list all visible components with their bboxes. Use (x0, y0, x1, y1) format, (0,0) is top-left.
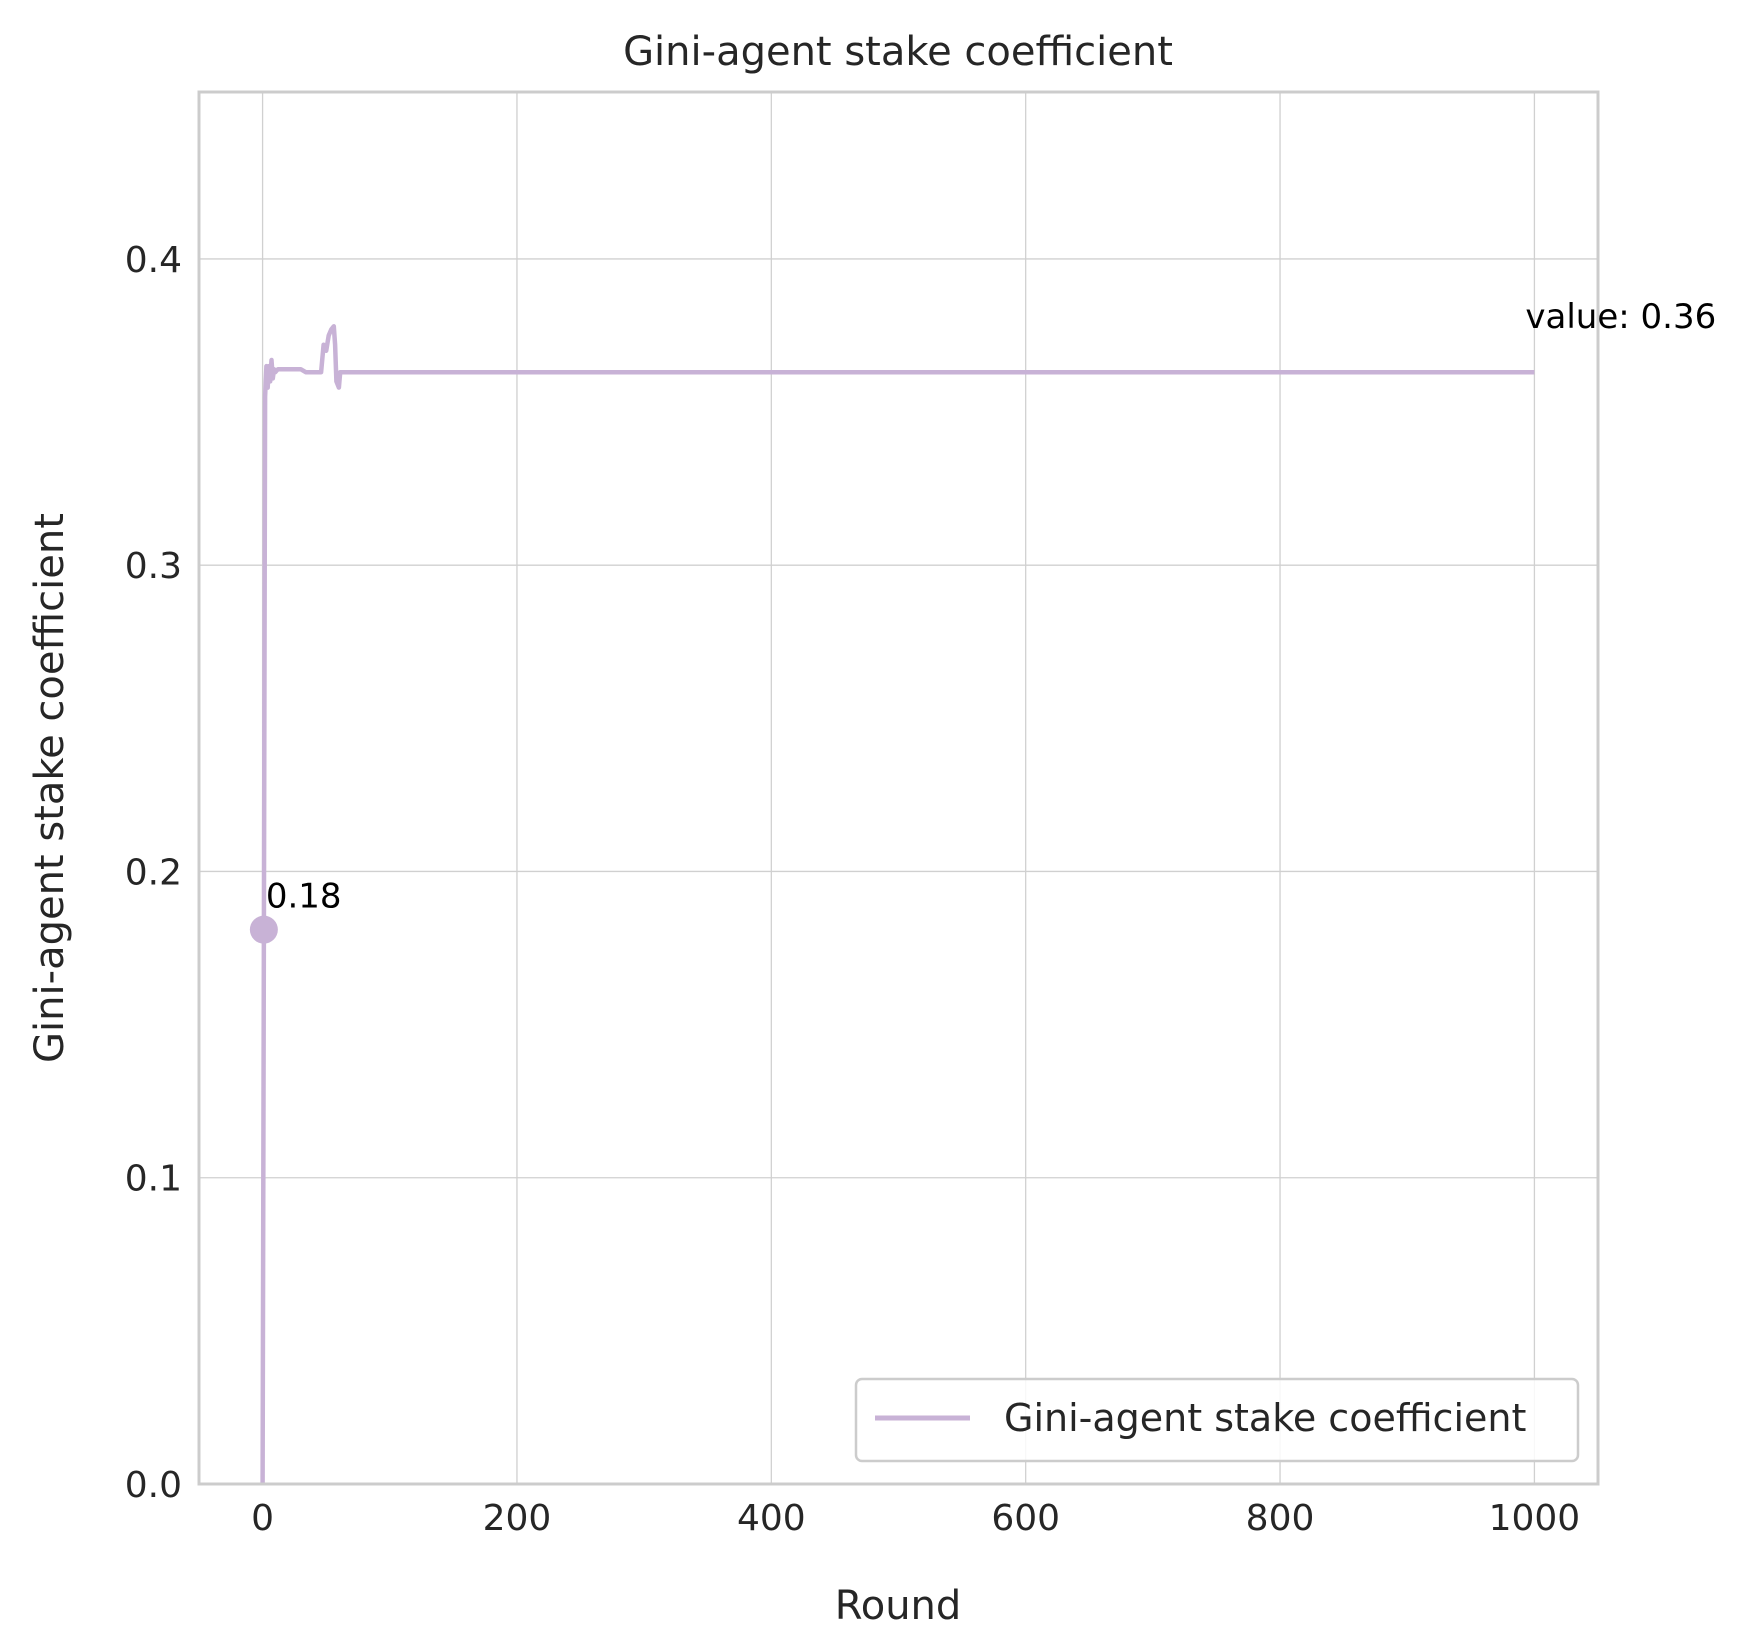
tick-layer: 0 200 400 600 800 1000 0.0 0.1 0.2 0.3 0.4 (125, 240, 1580, 1539)
x-tick-label: 800 (1246, 1498, 1315, 1539)
series-layer (260, 324, 1535, 1485)
legend: Gini-agent stake coefficient (854, 1377, 1580, 1463)
plot-frame (197, 90, 1600, 1486)
x-tick-label: 400 (737, 1498, 806, 1539)
annotation-layer: 0.18 value: 0.36 (249, 297, 1716, 944)
y-axis-label: Gini-agent stake coefficient (27, 513, 73, 1063)
highlight-point-label: 0.18 (266, 877, 342, 917)
x-tick-label: 600 (991, 1498, 1060, 1539)
x-axis-label: Round (835, 1583, 962, 1629)
series-line (260, 324, 1535, 1485)
grid-layer (199, 92, 1598, 1485)
x-tick-label: 0 (251, 1498, 274, 1539)
legend-box (854, 1377, 1580, 1463)
x-tick-label: 200 (483, 1498, 552, 1539)
y-tick-label: 0.4 (125, 240, 182, 281)
x-tick-label: 1000 (1489, 1498, 1581, 1539)
y-tick-label: 0.3 (125, 546, 182, 587)
chart-title: Gini-agent stake coefficient (623, 29, 1173, 75)
highlight-point (249, 915, 278, 944)
end-value-annotation: value: 0.36 (1525, 297, 1716, 337)
y-tick-label: 0.1 (125, 1159, 182, 1200)
y-tick-label: 0.2 (125, 852, 182, 893)
legend-label: Gini-agent stake coefficient (1004, 1396, 1526, 1440)
y-tick-label: 0.0 (125, 1465, 182, 1506)
